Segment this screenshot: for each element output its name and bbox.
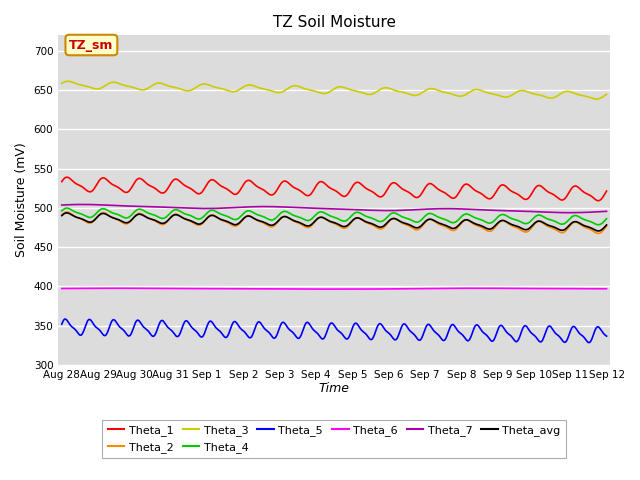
Theta_avg <box>279 214 287 220</box>
Theta_4 <box>114 212 122 217</box>
Theta_3 <box>298 85 306 91</box>
Theta_6 <box>298 286 305 292</box>
Theta_4 <box>58 208 66 214</box>
Theta_7 <box>433 206 440 212</box>
Theta_6 <box>113 286 121 291</box>
Theta_2 <box>595 230 602 236</box>
Theta_3 <box>483 90 491 96</box>
Theta_3 <box>603 92 611 97</box>
Theta_7 <box>114 203 122 208</box>
Theta_avg <box>433 219 440 225</box>
Theta_3 <box>493 92 501 98</box>
Theta_avg <box>483 226 491 231</box>
Theta_4 <box>63 205 70 211</box>
Theta_1 <box>298 190 306 195</box>
Legend: Theta_1, Theta_2, Theta_3, Theta_4, Theta_5, Theta_6, Theta_7, Theta_avg: Theta_1, Theta_2, Theta_3, Theta_4, Thet… <box>102 420 566 458</box>
Theta_1 <box>493 187 501 193</box>
Theta_avg <box>298 221 306 227</box>
Theta_6 <box>603 286 611 292</box>
Theta_2 <box>114 217 122 223</box>
Theta_2 <box>63 209 70 215</box>
Theta_4 <box>595 222 602 228</box>
Theta_3 <box>433 87 440 93</box>
Theta_4 <box>603 216 611 222</box>
Theta_avg <box>114 216 122 222</box>
Theta_3 <box>114 80 122 86</box>
Theta_5 <box>585 340 593 346</box>
Theta_1 <box>58 179 66 184</box>
Line: Theta_2: Theta_2 <box>62 212 607 233</box>
Theta_6 <box>433 286 440 291</box>
Line: Theta_3: Theta_3 <box>62 81 607 99</box>
Theta_1 <box>433 185 440 191</box>
Theta_3 <box>279 89 287 95</box>
Theta_7 <box>483 207 491 213</box>
Theta_2 <box>433 220 440 226</box>
Theta_1 <box>595 198 602 204</box>
Theta_6 <box>484 286 492 291</box>
Line: Theta_7: Theta_7 <box>62 204 607 213</box>
Theta_7 <box>79 202 86 207</box>
Theta_3 <box>593 96 600 102</box>
Theta_4 <box>493 215 501 221</box>
Theta_7 <box>603 208 611 214</box>
Title: TZ Soil Moisture: TZ Soil Moisture <box>273 15 396 30</box>
Theta_7 <box>493 207 501 213</box>
Theta_5 <box>483 333 491 339</box>
Text: TZ_sm: TZ_sm <box>69 38 113 51</box>
Theta_2 <box>493 222 501 228</box>
Theta_5 <box>493 329 501 335</box>
Theta_avg <box>595 228 602 234</box>
Line: Theta_1: Theta_1 <box>62 177 607 201</box>
Theta_7 <box>567 210 575 216</box>
Theta_avg <box>58 213 66 218</box>
Theta_5 <box>58 321 66 327</box>
Theta_5 <box>61 316 69 322</box>
Y-axis label: Soil Moisture (mV): Soil Moisture (mV) <box>15 143 28 257</box>
Theta_6 <box>58 286 66 291</box>
Theta_6 <box>278 286 286 292</box>
Theta_2 <box>298 222 306 228</box>
Theta_5 <box>603 333 611 339</box>
Theta_3 <box>58 81 66 86</box>
Theta_7 <box>279 204 287 210</box>
Theta_avg <box>603 222 611 228</box>
Theta_2 <box>483 228 491 234</box>
Theta_2 <box>58 212 66 218</box>
Theta_1 <box>483 195 491 201</box>
Theta_7 <box>298 205 306 211</box>
Theta_5 <box>279 320 287 325</box>
Theta_5 <box>298 329 306 335</box>
Line: Theta_6: Theta_6 <box>62 288 607 289</box>
Theta_6 <box>467 286 475 291</box>
Line: Theta_4: Theta_4 <box>62 208 607 225</box>
Theta_5 <box>114 322 122 328</box>
Theta_1 <box>279 179 287 185</box>
Theta_avg <box>63 210 70 216</box>
Theta_2 <box>603 223 611 229</box>
Theta_4 <box>298 216 306 221</box>
Theta_2 <box>279 214 287 220</box>
Theta_6 <box>493 286 501 291</box>
Theta_6 <box>342 286 349 292</box>
Theta_4 <box>279 209 287 215</box>
Theta_1 <box>603 188 611 194</box>
Theta_avg <box>493 221 501 227</box>
Theta_7 <box>58 202 66 208</box>
Line: Theta_avg: Theta_avg <box>62 213 607 231</box>
Theta_1 <box>63 174 70 180</box>
Theta_5 <box>433 330 440 336</box>
X-axis label: Time: Time <box>319 383 349 396</box>
Line: Theta_5: Theta_5 <box>62 319 607 343</box>
Theta_4 <box>433 213 440 219</box>
Theta_4 <box>483 220 491 226</box>
Theta_1 <box>114 184 122 190</box>
Theta_3 <box>64 78 72 84</box>
